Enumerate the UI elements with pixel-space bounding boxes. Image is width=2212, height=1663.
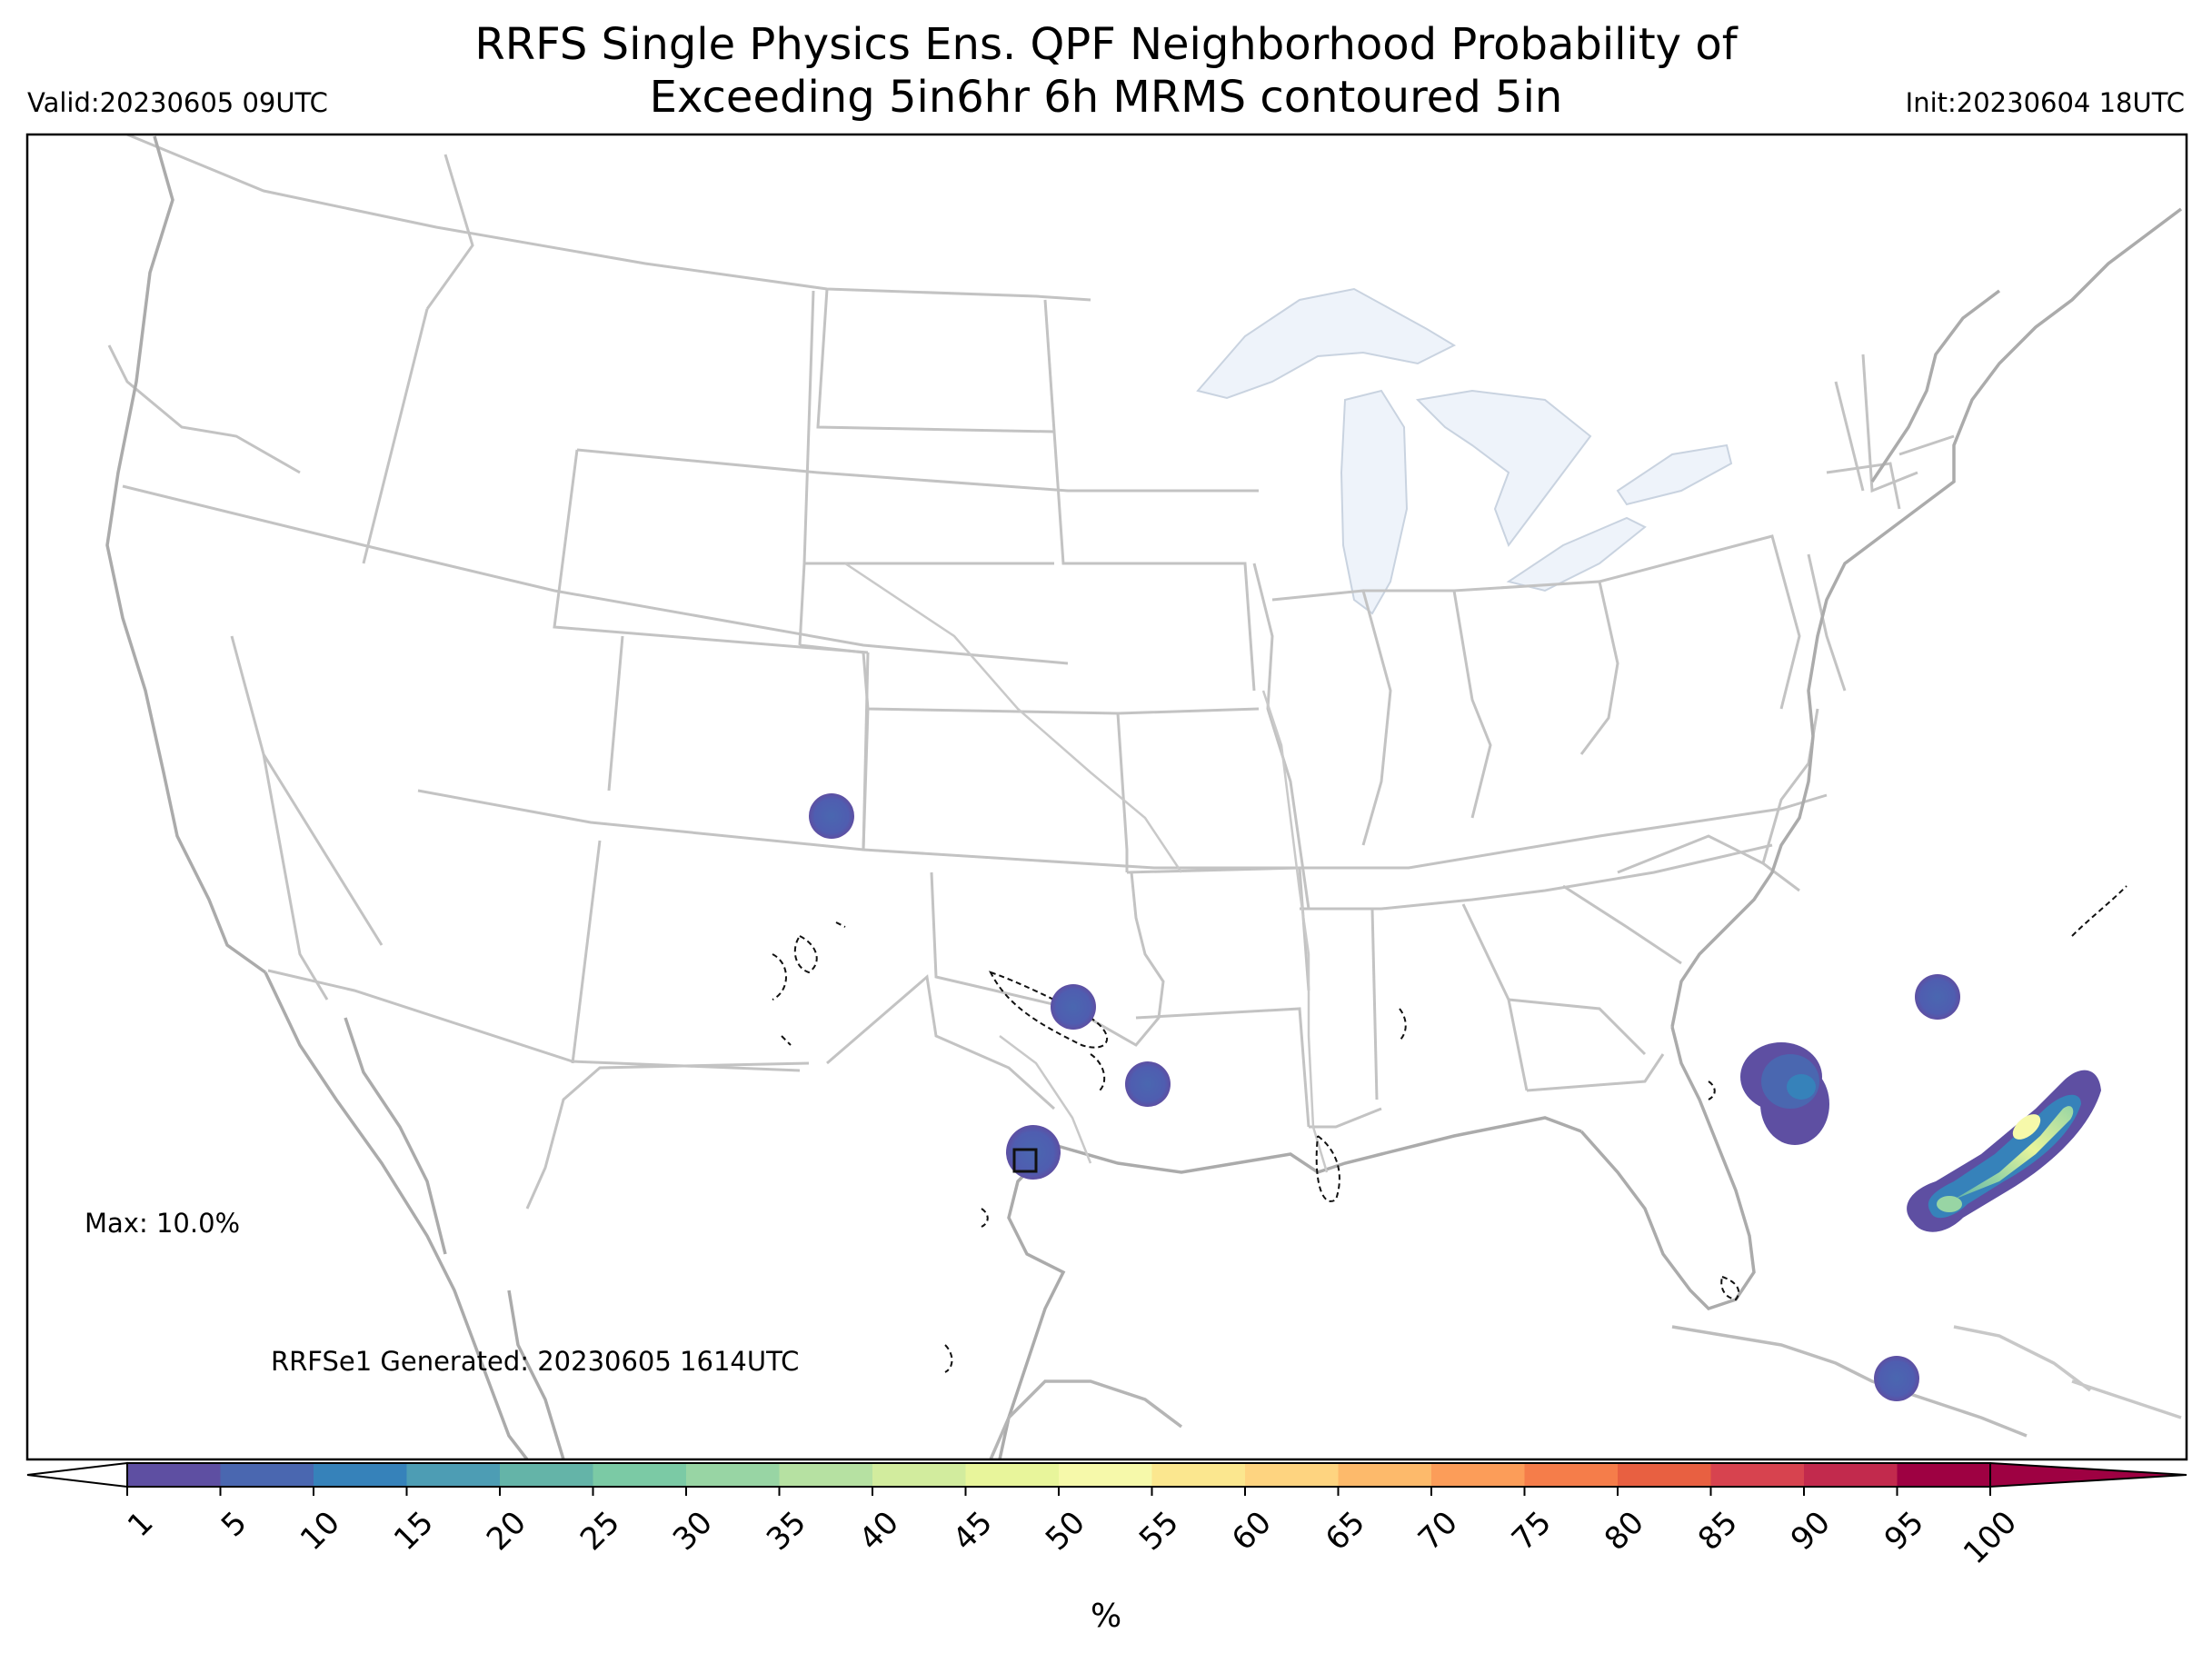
probability-features bbox=[809, 793, 2101, 1401]
blob-atlantic-north bbox=[1915, 974, 1960, 1020]
colorbar-swatch bbox=[1524, 1463, 1619, 1487]
blob-central-texas bbox=[1006, 1125, 1061, 1180]
generated-label: RRFSe1 Generated: 20230605 1614UTC bbox=[271, 1346, 800, 1377]
pacific-coast bbox=[105, 135, 267, 974]
colorbar-swatch bbox=[593, 1463, 687, 1487]
state-boundaries bbox=[107, 134, 1955, 1210]
mrms-contours bbox=[772, 885, 2127, 1373]
colorbar-swatch bbox=[1897, 1463, 1991, 1487]
lake-michigan bbox=[1340, 389, 1409, 615]
florida-coast bbox=[1579, 1026, 1756, 1311]
us-canada-border bbox=[126, 134, 1091, 302]
colorbar-swatch bbox=[1710, 1463, 1805, 1487]
blob-east-texas bbox=[1125, 1061, 1171, 1107]
colorbar-swatch bbox=[1245, 1463, 1339, 1487]
mexico-west-coast bbox=[507, 1290, 565, 1459]
max-value-label: Max: 10.0% bbox=[85, 1208, 241, 1239]
colorbar-swatch bbox=[1338, 1463, 1432, 1487]
blob-eastern-colorado bbox=[809, 793, 854, 839]
valid-time-label: Valid:20230605 09UTC bbox=[27, 87, 328, 118]
colorbar-left-extension bbox=[26, 1461, 128, 1489]
colorbar-ticks bbox=[126, 1487, 1991, 1496]
gulf-coast bbox=[998, 1143, 1066, 1459]
blob-north-texas bbox=[1051, 984, 1096, 1030]
coastlines bbox=[105, 135, 2183, 1459]
colorbar-right-extension bbox=[1989, 1461, 2187, 1489]
new-england-coast bbox=[1870, 289, 2001, 483]
chart-title: RRFS Single Physics Ens. QPF Neighborhoo… bbox=[0, 18, 2212, 124]
lake-erie bbox=[1506, 516, 1647, 593]
colorbar bbox=[26, 1461, 2187, 1496]
lake-huron bbox=[1415, 389, 1592, 548]
colorbar-swatch bbox=[314, 1463, 407, 1487]
lake-ontario bbox=[1616, 443, 1733, 506]
lake-superior bbox=[1196, 287, 1457, 400]
colorbar-swatch bbox=[1804, 1463, 1898, 1487]
colorbar-swatch bbox=[686, 1463, 780, 1487]
louisiana-coast bbox=[1053, 1116, 1582, 1174]
title-line-1: RRFS Single Physics Ens. QPF Neighborhoo… bbox=[474, 19, 1738, 70]
init-time-label: Init:20230604 18UTC bbox=[1905, 87, 2185, 118]
map-frame bbox=[25, 133, 2188, 1461]
band-atlantic-southeast bbox=[1907, 1070, 2101, 1232]
colorbar-swatches bbox=[127, 1463, 1991, 1487]
colorbar-swatch bbox=[1151, 1463, 1246, 1487]
rivers bbox=[1261, 690, 1329, 1173]
max-location-marker bbox=[1012, 1148, 1038, 1173]
great-lakes bbox=[1196, 287, 1733, 615]
colorbar-swatch bbox=[965, 1463, 1060, 1487]
cuba bbox=[1671, 1325, 2028, 1438]
title-line-2: Exceeding 5in6hr 6h MRMS contoured 5in bbox=[649, 72, 1563, 123]
caribbean-islands bbox=[1953, 1325, 2182, 1419]
blob-atlantic-offshore-georgia bbox=[1740, 1042, 1829, 1145]
map-area bbox=[105, 134, 2183, 1459]
mexico-gulf-coast bbox=[989, 1379, 1183, 1459]
colorbar-swatch bbox=[779, 1463, 873, 1487]
gulf-of-california bbox=[344, 1017, 447, 1255]
baja-coast bbox=[264, 971, 529, 1459]
colorbar-swatch bbox=[220, 1463, 314, 1487]
colorbar-unit-label: % bbox=[1091, 1598, 1122, 1635]
colorbar-swatch bbox=[1431, 1463, 1525, 1487]
atlantic-coast bbox=[1670, 207, 2183, 1028]
colorbar-swatch bbox=[872, 1463, 966, 1487]
colorbar-swatch bbox=[127, 1463, 221, 1487]
blob-bahamas bbox=[1874, 1356, 1919, 1401]
colorbar-swatch bbox=[1618, 1463, 1711, 1487]
colorbar-swatch bbox=[500, 1463, 593, 1487]
colorbar-swatch bbox=[1059, 1463, 1152, 1487]
colorbar-swatch bbox=[406, 1463, 501, 1487]
